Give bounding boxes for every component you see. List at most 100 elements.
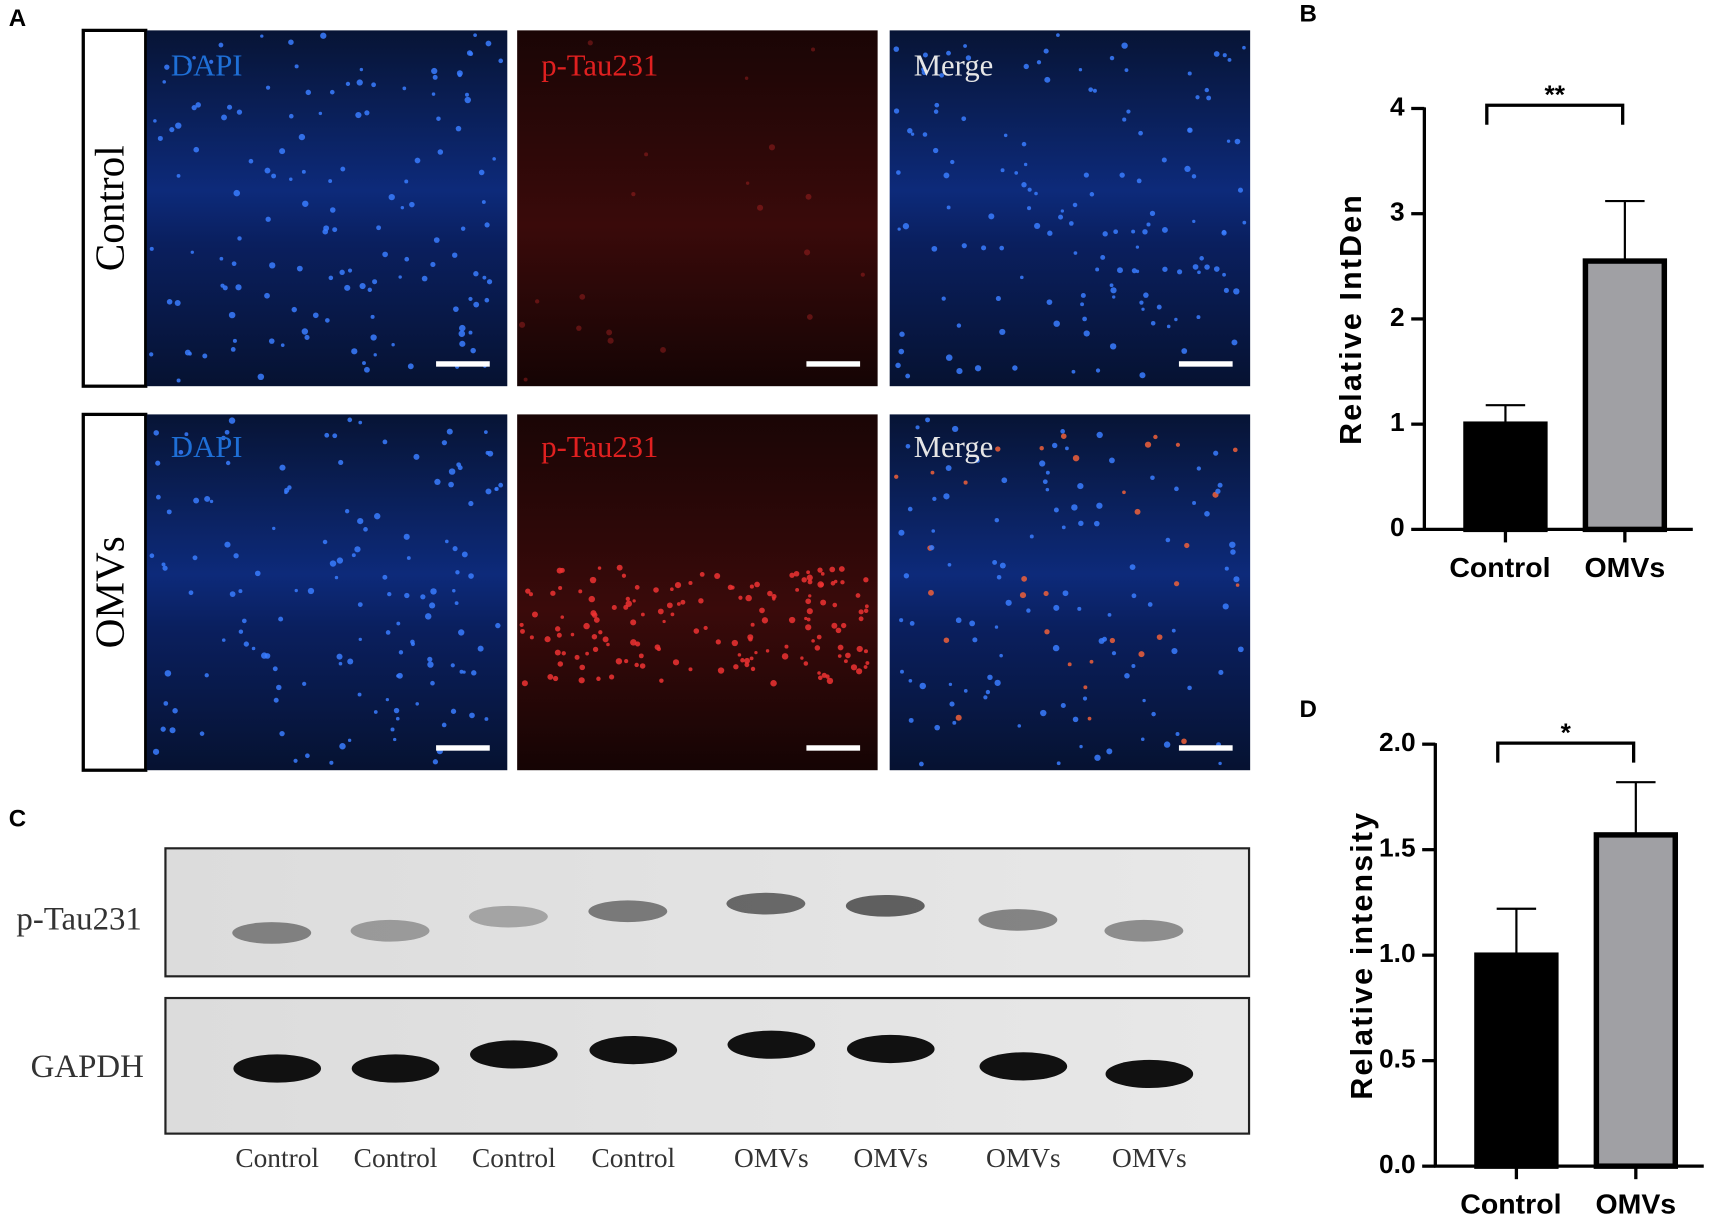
cell xyxy=(166,299,173,305)
cell xyxy=(765,649,770,653)
cell xyxy=(821,672,827,678)
cell xyxy=(486,279,493,285)
cell xyxy=(359,282,366,290)
cell xyxy=(999,245,1005,251)
cell xyxy=(473,271,479,277)
cell xyxy=(243,641,249,647)
cell xyxy=(187,62,191,66)
band xyxy=(468,905,548,928)
cell xyxy=(1056,761,1061,766)
cell xyxy=(583,622,590,630)
cell xyxy=(296,265,303,272)
cell xyxy=(759,607,765,614)
cell xyxy=(607,337,614,344)
cell xyxy=(544,636,551,643)
row-label: OMVs xyxy=(86,536,132,648)
cell xyxy=(995,295,1001,302)
band xyxy=(351,1054,440,1083)
cell xyxy=(945,465,952,471)
cell xyxy=(1162,266,1168,272)
cell xyxy=(943,637,950,643)
cell xyxy=(1176,269,1183,275)
cell xyxy=(688,580,693,586)
cell xyxy=(1042,479,1048,485)
cell xyxy=(770,680,777,687)
cell xyxy=(806,608,813,615)
cell xyxy=(863,577,869,583)
cell xyxy=(477,645,484,652)
cell xyxy=(1045,470,1050,475)
cell xyxy=(484,717,489,721)
cell xyxy=(816,634,822,640)
cell xyxy=(1174,486,1179,492)
cell xyxy=(193,146,200,153)
cell xyxy=(943,493,950,500)
band xyxy=(233,1054,322,1083)
cell xyxy=(717,667,725,674)
scale-bar xyxy=(1178,745,1233,751)
cell xyxy=(1058,214,1064,220)
cell xyxy=(1012,365,1018,371)
cell xyxy=(302,681,307,686)
cell xyxy=(556,567,563,574)
cell xyxy=(264,167,271,174)
cell xyxy=(863,608,869,614)
cell xyxy=(931,529,936,533)
cell xyxy=(806,314,813,320)
cell xyxy=(164,670,172,677)
cell xyxy=(195,102,201,108)
cell xyxy=(659,678,664,683)
cell xyxy=(523,377,528,382)
cell xyxy=(1187,685,1192,691)
cell xyxy=(455,570,460,575)
cell xyxy=(1027,206,1032,211)
cell xyxy=(452,546,458,552)
cell xyxy=(909,621,915,626)
cell xyxy=(400,205,405,210)
cell xyxy=(430,680,435,686)
cell xyxy=(484,430,488,434)
cell xyxy=(362,361,366,365)
cell xyxy=(1227,57,1232,62)
cell xyxy=(1192,219,1196,224)
cell xyxy=(450,708,457,714)
cell xyxy=(484,222,490,228)
cell xyxy=(749,656,754,661)
cell xyxy=(831,622,838,629)
cell xyxy=(1171,628,1176,633)
cell xyxy=(204,495,211,502)
cell xyxy=(1096,431,1103,439)
cell xyxy=(1060,209,1065,213)
cell xyxy=(238,589,243,594)
western-blot: p-Tau231 GAPDH Control Control Control Contro… xyxy=(16,847,1251,1173)
cell xyxy=(404,592,410,599)
cell xyxy=(471,670,477,676)
cell xyxy=(754,581,760,588)
cell xyxy=(638,653,644,659)
band xyxy=(470,1040,558,1069)
cell xyxy=(1181,348,1188,354)
cell xyxy=(1181,738,1187,745)
cell xyxy=(209,499,214,504)
cell xyxy=(529,635,534,640)
cell xyxy=(1027,187,1032,192)
cell xyxy=(1218,761,1222,766)
cell xyxy=(808,594,812,598)
cell xyxy=(155,494,161,500)
cell xyxy=(169,727,176,734)
cell xyxy=(235,284,242,291)
x-tick-label: OMVs xyxy=(1595,1189,1676,1221)
cell xyxy=(1053,320,1060,327)
cell xyxy=(856,645,863,653)
cell xyxy=(666,602,673,609)
cell xyxy=(304,334,310,340)
cell xyxy=(657,608,664,615)
cell xyxy=(1161,226,1168,233)
cell xyxy=(558,585,563,590)
cell xyxy=(528,592,533,597)
cell xyxy=(1192,501,1197,505)
cell xyxy=(1222,603,1229,610)
cell xyxy=(921,67,925,72)
bar xyxy=(1463,421,1548,533)
cell xyxy=(845,652,851,659)
